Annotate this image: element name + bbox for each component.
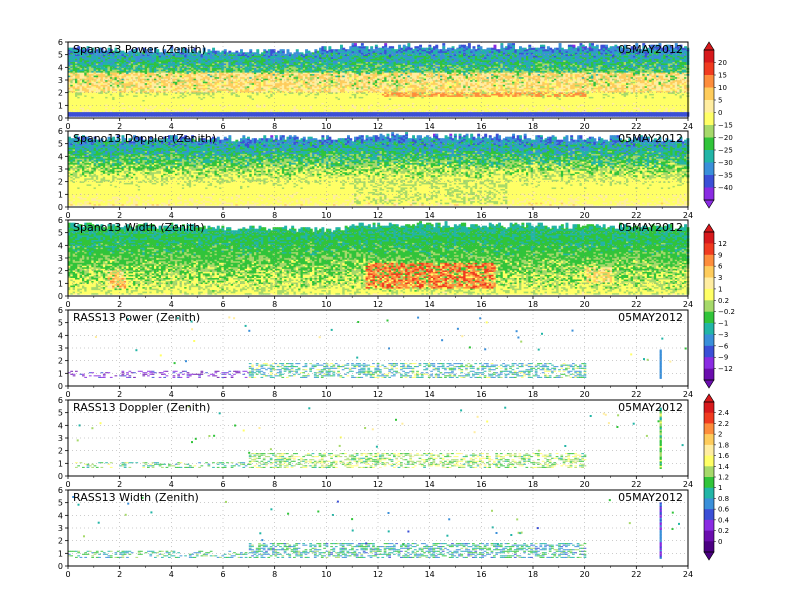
- cell: [224, 49, 227, 51]
- cell: [212, 48, 215, 50]
